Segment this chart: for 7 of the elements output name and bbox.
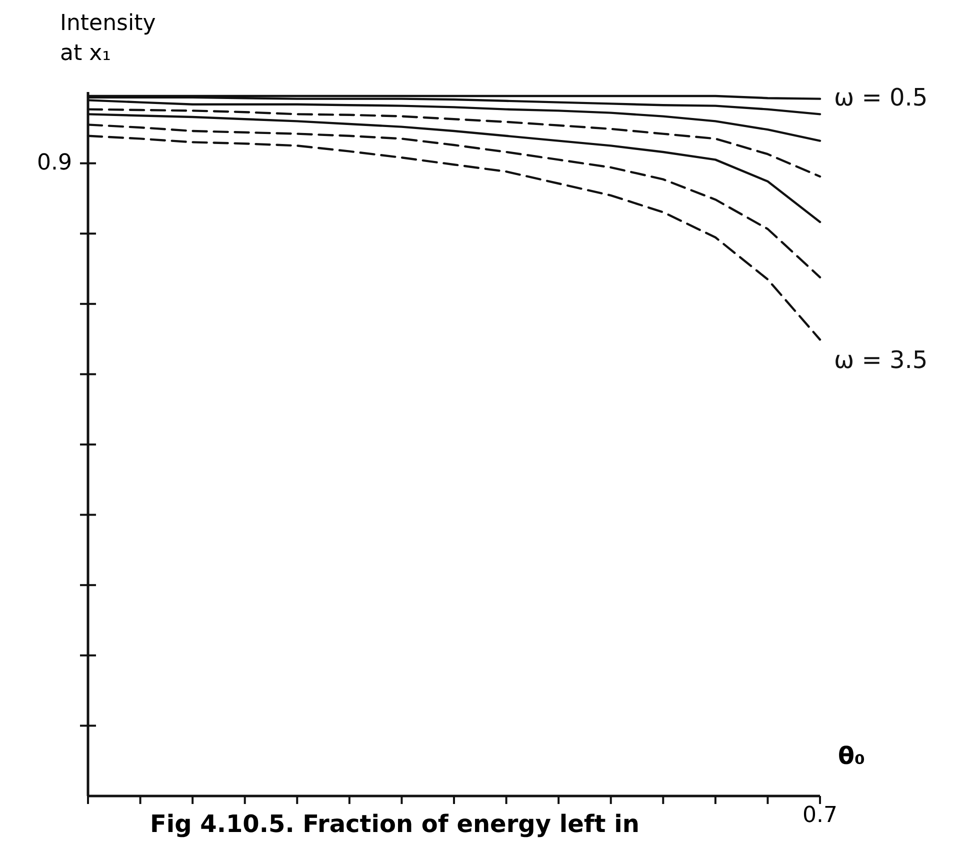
- text: 0.7: [802, 803, 838, 828]
- text: 0.9: [37, 150, 72, 176]
- series-label: ω = 3.5: [834, 346, 928, 374]
- y-axis-title: Intensity at x₁: [60, 11, 156, 66]
- series-label: ω = 0.5: [834, 83, 928, 112]
- text: Fig 4.10.5. Fraction of energy left in: [150, 810, 640, 838]
- x-axis-title: θ₀: [838, 742, 865, 770]
